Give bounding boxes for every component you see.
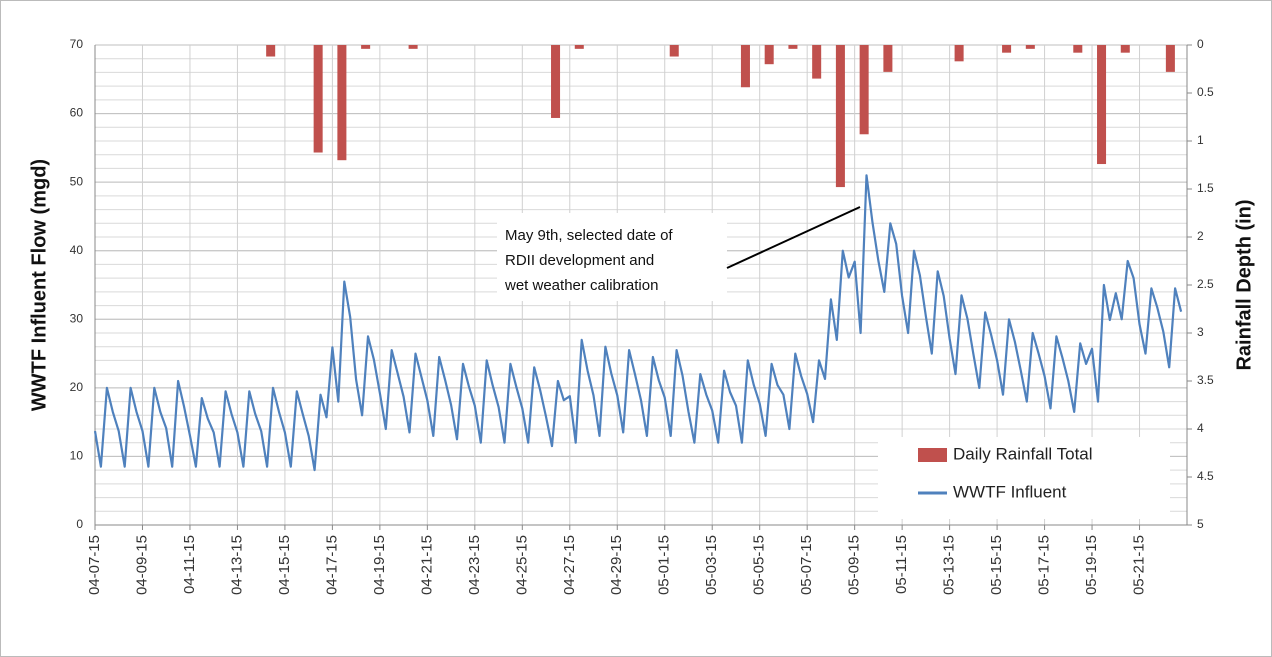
rain-bar <box>574 45 584 49</box>
y-axis-title: WWTF Influent Flow (mgd) <box>28 159 50 411</box>
annotation-text: RDII development and <box>505 252 654 269</box>
rain-bar <box>812 45 822 79</box>
rain-bar <box>1025 45 1035 49</box>
x-tick-label: 04-15-15 <box>276 535 293 595</box>
x-tick-label: 04-17-15 <box>323 535 340 595</box>
rain-bar <box>764 45 774 65</box>
flow-line <box>93 174 1183 472</box>
rain-bar <box>788 45 798 49</box>
y2-tick-label: 0 <box>1197 37 1204 51</box>
rain-bar <box>883 45 893 72</box>
legend-label: WWTF Influent <box>953 482 1067 501</box>
rain-bar <box>313 45 323 153</box>
legend-label: Daily Rainfall Total <box>953 444 1093 463</box>
x-tick-label: 04-07-15 <box>86 535 103 595</box>
y-tick-label: 40 <box>70 243 84 257</box>
legend-swatch <box>918 448 947 462</box>
y2-tick-label: 2.5 <box>1197 277 1214 291</box>
rain-bar <box>1073 45 1083 53</box>
y2-axis-title: Rainfall Depth (in) <box>1233 199 1255 370</box>
x-tick-label: 05-11-15 <box>893 535 910 594</box>
x-tick-label: 04-13-15 <box>228 535 245 595</box>
x-tick-label: 04-09-15 <box>133 535 150 595</box>
rain-bar <box>266 45 276 57</box>
x-tick-label: 05-09-15 <box>846 535 863 595</box>
x-tick-label: 05-21-15 <box>1130 535 1147 595</box>
x-tick-label: 04-25-15 <box>513 535 530 595</box>
rain-bar <box>859 45 869 135</box>
y-tick-label: 30 <box>70 311 84 325</box>
rain-bar <box>1002 45 1012 53</box>
rain-bar <box>1165 45 1175 72</box>
y2-tick-label: 5 <box>1197 517 1204 531</box>
rain-bar <box>408 45 418 49</box>
y2-tick-label: 4.5 <box>1197 469 1214 483</box>
x-tick-label: 05-13-15 <box>941 535 958 595</box>
rain-bar <box>337 45 347 161</box>
annotation-pointer <box>726 206 861 269</box>
y-tick-label: 10 <box>70 449 84 463</box>
rain-bar <box>669 45 679 57</box>
y2-tick-label: 4 <box>1197 421 1204 435</box>
x-tick-label: 05-05-15 <box>751 535 768 595</box>
rain-bar <box>1097 45 1107 165</box>
annotation-box <box>497 213 727 301</box>
x-tick-label: 04-27-15 <box>561 535 578 595</box>
y-tick-label: 20 <box>70 380 84 394</box>
annotation-text: wet weather calibration <box>504 277 658 294</box>
y-tick-label: 50 <box>70 174 84 188</box>
x-tick-label: 04-29-15 <box>608 535 625 595</box>
x-tick-label: 04-11-15 <box>181 535 198 594</box>
y2-tick-label: 3.5 <box>1197 373 1214 387</box>
rain-bar <box>361 45 371 49</box>
x-tick-label: 05-03-15 <box>703 535 720 595</box>
y2-tick-label: 1.5 <box>1197 181 1214 195</box>
x-tick-label: 05-17-15 <box>1036 535 1053 595</box>
annotation-text: May 9th, selected date of <box>505 227 673 244</box>
y-tick-label: 70 <box>70 37 84 51</box>
rain-bar <box>835 45 845 188</box>
x-tick-label: 05-19-15 <box>1083 535 1100 595</box>
x-tick-label: 04-23-15 <box>466 535 483 595</box>
y2-tick-label: 1 <box>1197 133 1204 147</box>
y-tick-label: 60 <box>70 106 84 120</box>
rain-bar <box>954 45 964 62</box>
rain-bar <box>1120 45 1130 53</box>
y2-tick-label: 3 <box>1197 325 1204 339</box>
x-tick-label: 05-07-15 <box>798 535 815 595</box>
x-tick-label: 05-01-15 <box>656 535 673 595</box>
y-tick-label: 0 <box>76 517 83 531</box>
y2-tick-label: 0.5 <box>1197 85 1214 99</box>
rain-bar <box>551 45 561 118</box>
rain-bar <box>740 45 750 88</box>
x-tick-label: 04-21-15 <box>418 535 435 595</box>
y2-tick-label: 2 <box>1197 229 1204 243</box>
x-tick-label: 04-19-15 <box>371 535 388 595</box>
x-tick-label: 05-15-15 <box>988 535 1005 595</box>
